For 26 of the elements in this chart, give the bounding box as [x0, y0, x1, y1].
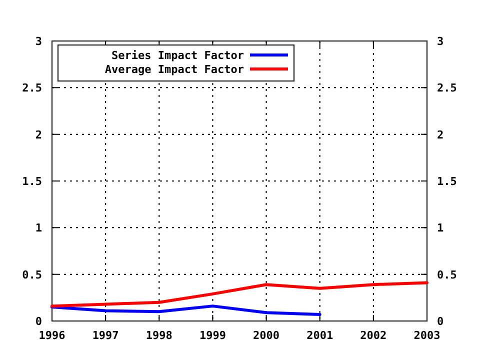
x-tick-label: 1998 [146, 329, 172, 342]
y2-tick-label: 0.5 [437, 268, 457, 282]
line-series [50, 281, 428, 308]
y-tick-label: 1 [35, 222, 42, 235]
y2-tick-label: 3 [437, 35, 444, 48]
y-tick-label: 0.5 [22, 268, 42, 282]
legend-label: Average Impact Factor [104, 63, 244, 76]
x-tick-label: 1997 [92, 329, 119, 342]
x-tick-label: 2002 [360, 329, 387, 342]
y2-tick-label: 1.5 [437, 175, 457, 188]
legend-label: Series Impact Factor [112, 49, 244, 62]
y2-tick-label: 2.5 [437, 82, 457, 95]
x-tick-label: 1996 [38, 329, 66, 342]
y-tick-label: 3 [35, 35, 42, 48]
y2-tick-label: 1 [437, 222, 444, 235]
y2-tick-label: 2 [437, 128, 444, 142]
y-tick-label: 2.5 [22, 82, 42, 95]
y-tick-label: 2 [35, 128, 42, 142]
y-tick-label: 0 [35, 315, 42, 328]
x-tick-label: 1999 [199, 329, 226, 342]
y2-tick-label: 0 [437, 315, 444, 328]
x-tick-label: 2003 [414, 329, 440, 342]
line-series [50, 304, 322, 316]
x-tick-label: 2000 [253, 329, 280, 342]
y-tick-label: 1.5 [22, 175, 42, 188]
x-tick-label: 2001 [306, 329, 334, 342]
